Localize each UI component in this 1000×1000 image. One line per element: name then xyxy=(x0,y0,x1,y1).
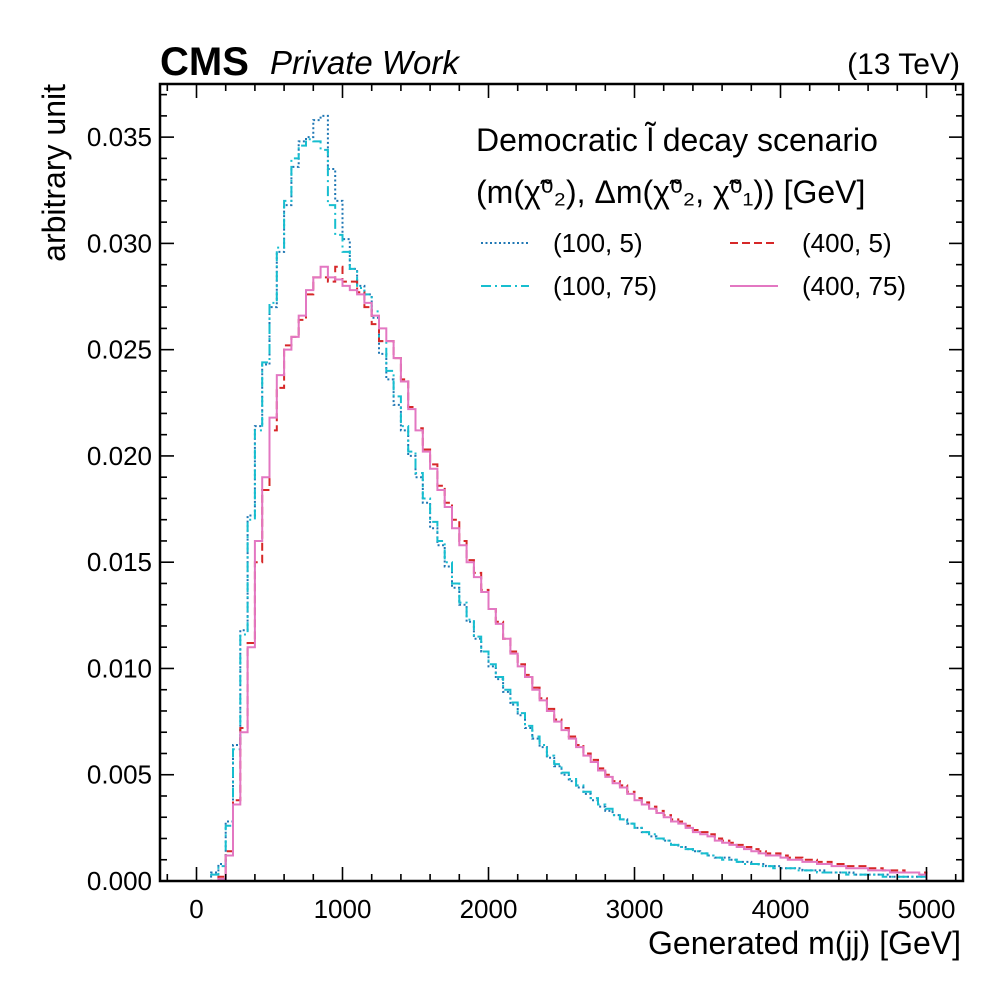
series-line-2 xyxy=(196,265,928,882)
legend-label: (100, 5) xyxy=(553,228,643,258)
legend-entries: (100, 5) (100, 75) (400, 5) (400, 75) xyxy=(481,228,906,301)
x-tick-label: 4000 xyxy=(752,894,810,924)
y-axis-label: arbitrary unit xyxy=(36,84,72,262)
legend-title-line2: (m(χ̃⁰₂), Δm(χ̃⁰₂, χ̃⁰₁)) [GeV] xyxy=(476,174,865,210)
y-tick-label: 0.030 xyxy=(87,228,152,258)
legend-label: (400, 5) xyxy=(802,228,892,258)
x-tick-label: 3000 xyxy=(606,894,664,924)
y-tick-label: 0.025 xyxy=(87,335,152,365)
y-tick-label: 0.035 xyxy=(87,122,152,152)
y-tick-label: 0.010 xyxy=(87,653,152,683)
series-line-1 xyxy=(196,138,928,882)
private-work-label: Private Work xyxy=(270,44,460,81)
legend-label: (400, 75) xyxy=(802,271,906,301)
x-tick-label: 0 xyxy=(189,894,203,924)
y-tick-label: 0.020 xyxy=(87,441,152,471)
x-tick-label: 5000 xyxy=(898,894,956,924)
y-tick-label: 0.015 xyxy=(87,547,152,577)
plot-frame xyxy=(158,82,965,883)
x-tick-label: 2000 xyxy=(460,894,518,924)
legend: Democratic l̃ decay scenario (m(χ̃⁰₂), Δ… xyxy=(476,122,906,301)
y-tick-label: 0.005 xyxy=(87,760,152,790)
series-layer xyxy=(196,114,928,882)
ticks-layer: 0 1000 2000 3000 4000 5000 0.000 0.005 0.010 0.01… xyxy=(87,84,963,924)
cms-label: CMS xyxy=(160,40,249,84)
energy-label: (13 TeV) xyxy=(847,48,960,81)
x-axis-label: Generated m(jj) [GeV] xyxy=(648,925,961,961)
legend-title-line1: Democratic l̃ decay scenario xyxy=(476,122,878,158)
x-tick-label: 1000 xyxy=(314,894,372,924)
series-line-3 xyxy=(196,265,928,882)
legend-label: (100, 75) xyxy=(553,271,657,301)
y-tick-label: 0.000 xyxy=(87,866,152,896)
